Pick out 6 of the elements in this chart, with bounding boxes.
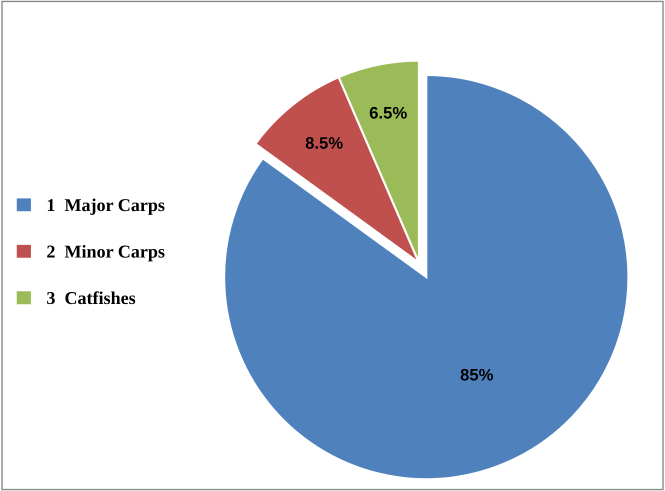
legend-label: 1 Major Carps xyxy=(48,198,164,215)
data-label: 85% xyxy=(460,368,494,381)
data-label: 6.5% xyxy=(370,106,407,119)
legend-label: 2 Minor Carps xyxy=(47,244,165,262)
legend-label: 3 Catfishes xyxy=(47,291,136,304)
data-label: 8.5% xyxy=(306,137,343,149)
